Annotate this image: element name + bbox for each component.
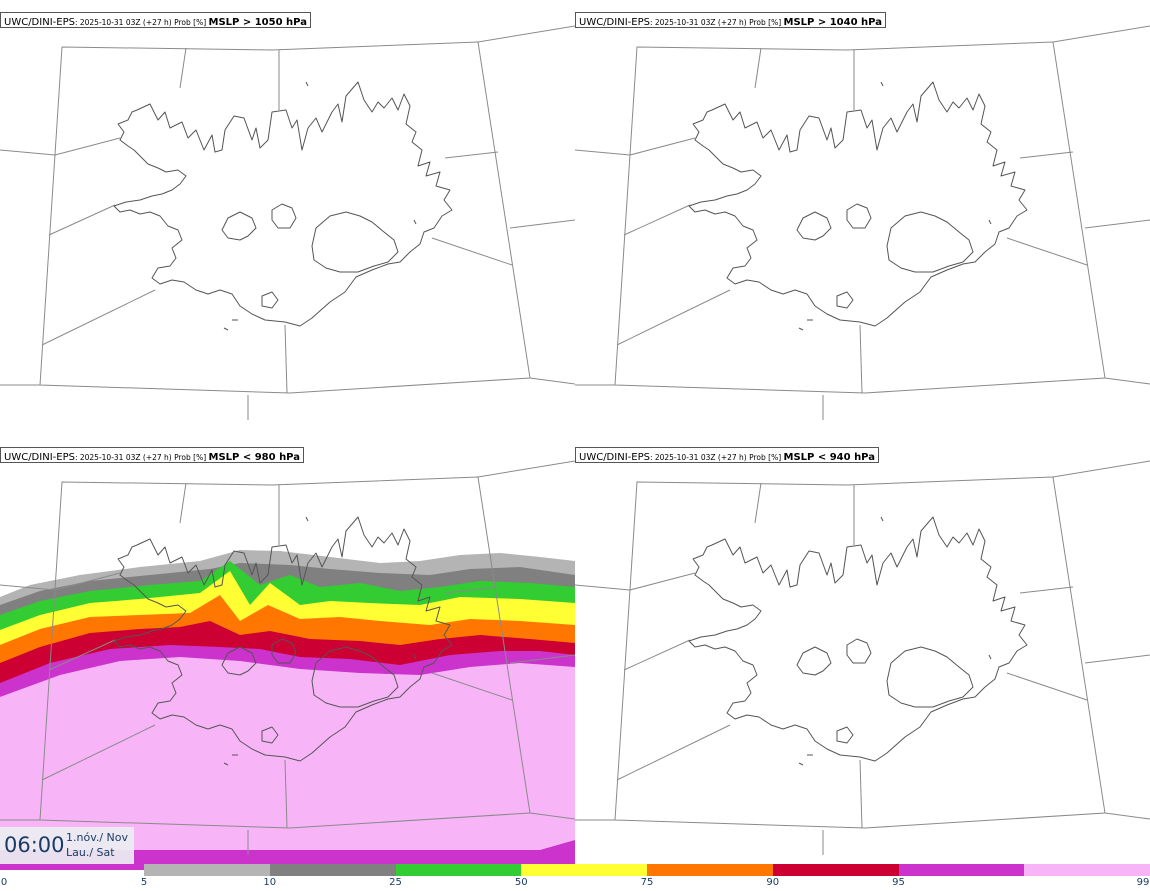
parameter-label: MSLP > 1040 hPa	[783, 17, 882, 28]
parameter-label: MSLP < 980 hPa	[208, 452, 300, 463]
colorbar-tick-label: 75	[640, 877, 654, 888]
panel-title: UWC/DINI-EPS: 2025-10-31 03Z (+27 h) Pro…	[575, 447, 879, 463]
colorbar-tick-label: 95	[892, 877, 905, 888]
probability-colorbar	[144, 864, 1150, 876]
model-name: UWC/DINI-EPS	[4, 452, 75, 463]
prob-band-99	[0, 657, 575, 850]
colorbar-segment	[1024, 864, 1150, 876]
colorbar-segment	[269, 864, 396, 876]
colorbar-tick-label: 25	[389, 877, 402, 888]
panel-title: UWC/DINI-EPS: 2025-10-31 03Z (+27 h) Pro…	[0, 12, 311, 28]
colorbar-segment	[772, 864, 899, 876]
map-panel-mslp-lt-980: UWC/DINI-EPS: 2025-10-31 03Z (+27 h) Pro…	[0, 435, 575, 870]
valid-date-line1: 1.nóv./ Nov	[66, 831, 129, 844]
run-meta: : 2025-10-31 03Z (+27 h) Prob [%]	[649, 18, 784, 27]
colorbar-segment	[647, 864, 773, 876]
map-panel-mslp-gt-1040: UWC/DINI-EPS: 2025-10-31 03Z (+27 h) Pro…	[575, 0, 1150, 435]
map-canvas	[575, 25, 1150, 421]
parameter-label: MSLP < 940 hPa	[783, 452, 875, 463]
map-canvas	[0, 25, 575, 421]
map-canvas	[575, 460, 1150, 856]
map-panel-mslp-lt-940: UWC/DINI-EPS: 2025-10-31 03Z (+27 h) Pro…	[575, 435, 1150, 870]
colorbar-tick-label: 5	[140, 877, 148, 888]
colorbar-segment	[395, 864, 522, 876]
valid-date-line2: Lau./ Sat	[66, 846, 115, 859]
panel-title: UWC/DINI-EPS: 2025-10-31 03Z (+27 h) Pro…	[575, 12, 886, 28]
run-meta: : 2025-10-31 03Z (+27 h) Prob [%]	[74, 18, 209, 27]
map-panel-mslp-gt-1050: UWC/DINI-EPS: 2025-10-31 03Z (+27 h) Pro…	[0, 0, 575, 435]
colorbar-tick-label: 99	[1136, 877, 1150, 888]
model-name: UWC/DINI-EPS	[579, 452, 650, 463]
colorbar-tick-label: 0	[0, 877, 8, 888]
colorbar-tick-label: 90	[766, 877, 780, 888]
panel-title: UWC/DINI-EPS: 2025-10-31 03Z (+27 h) Pro…	[0, 447, 304, 463]
run-meta: : 2025-10-31 03Z (+27 h) Prob [%]	[649, 453, 784, 462]
valid-time-box: 06:00 1.nóv./ Nov Lau./ Sat	[0, 827, 134, 864]
colorbar-segment	[144, 864, 270, 876]
run-meta: : 2025-10-31 03Z (+27 h) Prob [%]	[74, 453, 209, 462]
valid-time: 06:00	[4, 833, 65, 857]
parameter-label: MSLP > 1050 hPa	[208, 17, 307, 28]
colorbar-tick-label: 10	[263, 877, 277, 888]
colorbar-segment	[898, 864, 1025, 876]
colorbar-tick-label: 50	[514, 877, 528, 888]
model-name: UWC/DINI-EPS	[579, 17, 650, 28]
colorbar-segment	[521, 864, 647, 876]
probability-field	[0, 550, 575, 870]
model-name: UWC/DINI-EPS	[4, 17, 75, 28]
map-canvas	[0, 460, 575, 870]
